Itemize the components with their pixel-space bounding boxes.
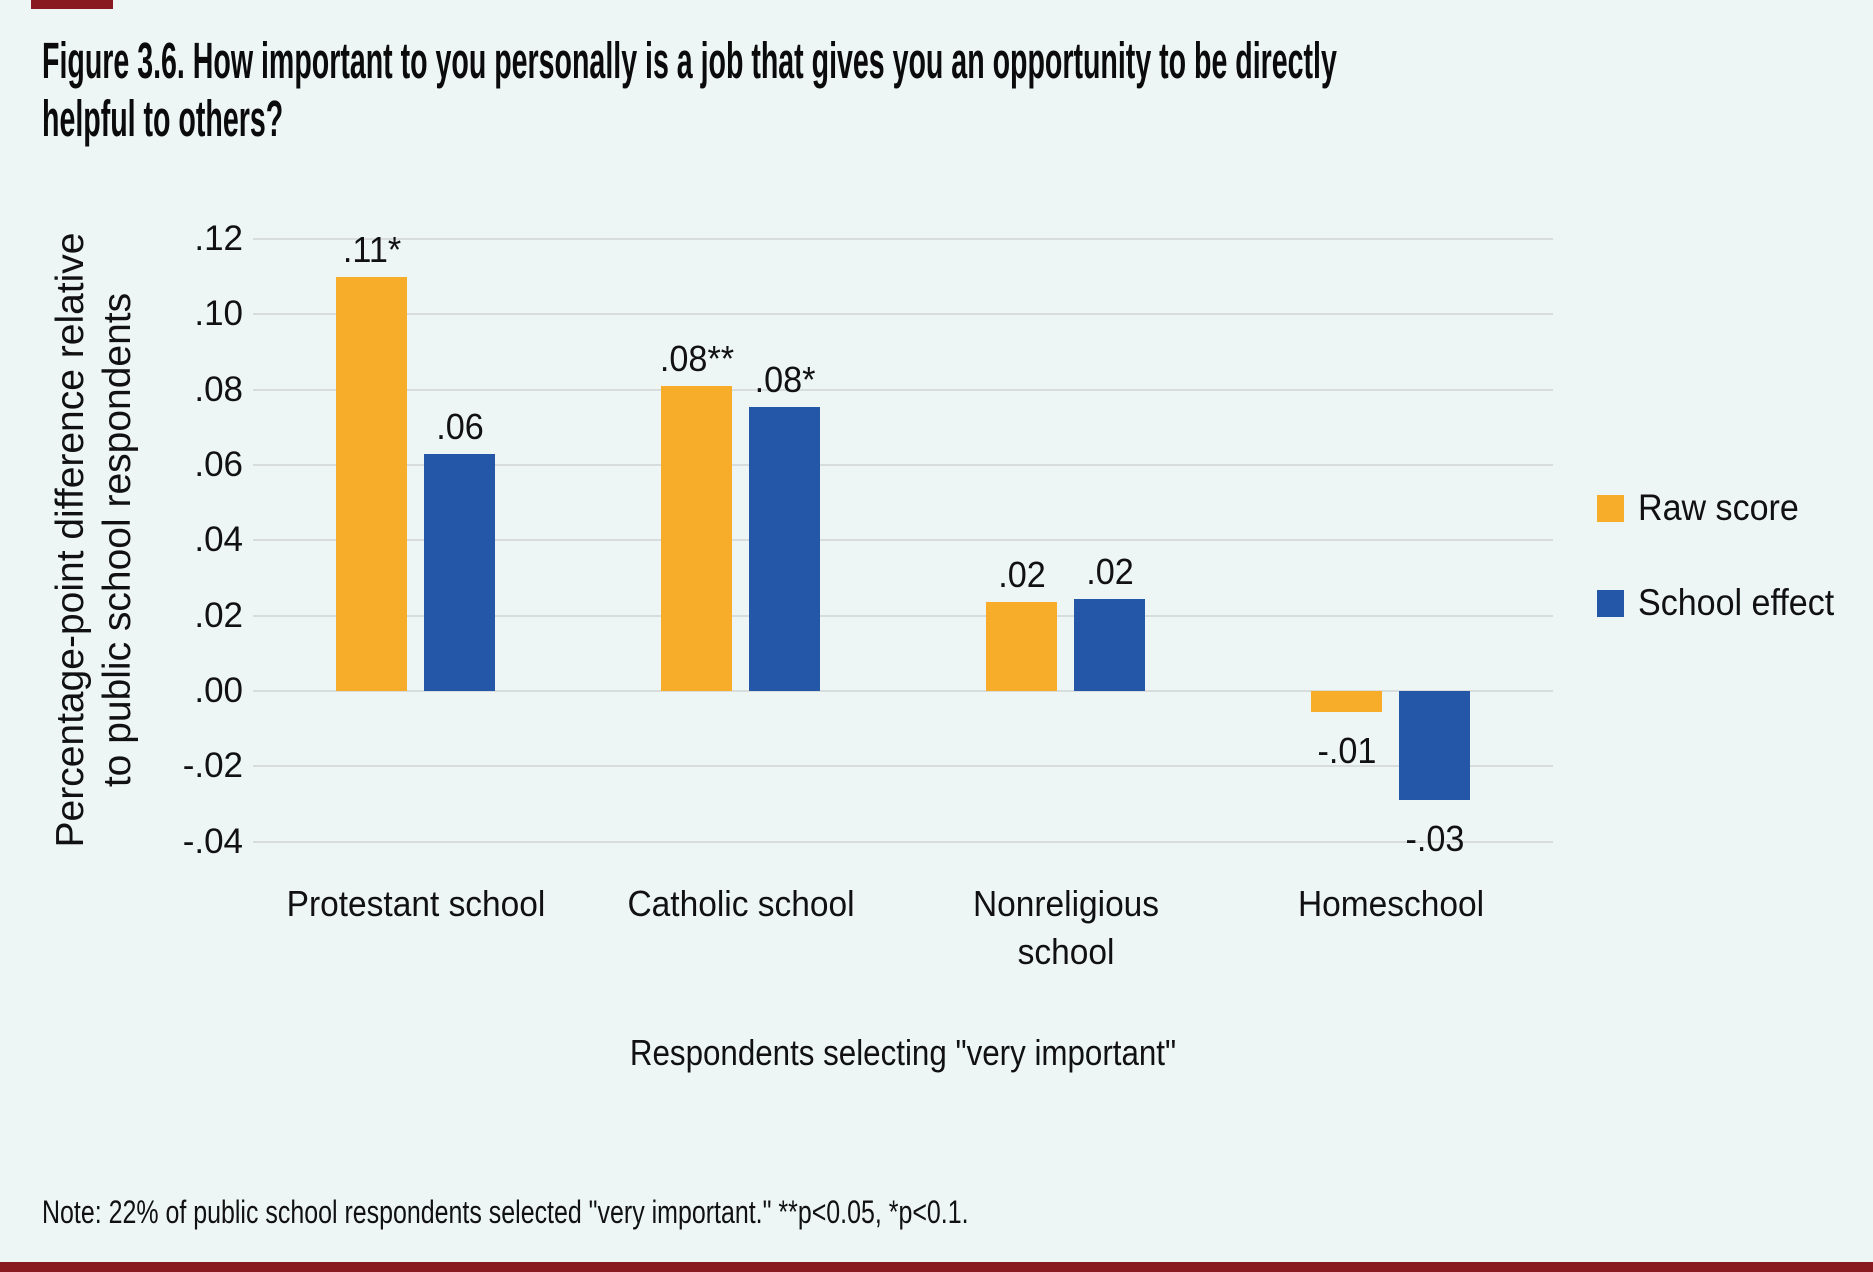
bar-raw-score [336,276,407,691]
gridline [253,539,1553,542]
bar-value-label: .08* [754,358,815,400]
x-category-label: Protestant school [257,880,573,928]
figure-title-line: helpful to others? [42,90,284,147]
gridline [253,840,1553,843]
gridline [253,464,1553,467]
legend-label: School effect [1638,582,1835,623]
x-category-label-line: Catholic school [626,883,855,924]
y-tick-label: -.04 [182,821,243,861]
bar-raw-score [986,602,1057,691]
gridline [253,313,1553,316]
bar-value-label: .11* [342,228,401,270]
figure-title-line: Figure 3.6. How important to you persona… [42,32,1337,89]
bar-school-effect [1399,691,1470,801]
gridline [253,238,1553,241]
x-category-label-line: Homeschool [1297,883,1484,924]
bar-value-label: .08** [659,337,734,379]
gridline [253,765,1553,768]
x-category-label-line: Protestant school [286,883,545,924]
gridline [253,614,1553,617]
bar-school-effect [749,406,820,691]
x-category-label: Catholic school [582,880,898,928]
bar-value-label: .06 [435,405,484,447]
y-tick-label: .00 [194,671,243,710]
gridline [253,388,1553,391]
school-effect-swatch-icon [1597,589,1624,617]
x-category-label: Nonreligious school [907,880,1223,976]
x-category-label-line: Nonreligious [972,883,1159,924]
x-category-label-line: school [1017,931,1114,972]
y-tick-label: .08 [194,369,243,409]
y-tick-label: .12 [194,219,243,259]
y-tick-label: .02 [194,595,243,635]
y-tick-label: .10 [194,294,243,334]
gridline [253,690,1553,692]
top-accent-bar [31,0,113,9]
bar-school-effect [424,453,495,691]
legend-item-school-effect: School effect [1597,582,1851,623]
raw-score-swatch-icon [1597,494,1624,522]
bar-value-label: -.03 [1405,818,1464,860]
bar-school-effect [1074,598,1145,691]
bottom-accent-bar [0,1262,1873,1272]
legend-item-raw-score: Raw score [1597,487,1813,528]
figure-title: Figure 3.6. How important to you persona… [42,32,1337,148]
bar-raw-score [661,385,732,691]
bar-value-label: .02 [997,554,1046,596]
figure-note: Note: 22% of public school respondents s… [42,1194,969,1230]
legend-label: Raw score [1638,487,1799,528]
y-axis-title-line: Percentage-point difference relative [49,232,92,848]
bar-raw-score [1311,691,1382,712]
bar-value-label: .02 [1085,550,1134,592]
y-tick-label: .06 [194,445,243,485]
y-tick-label: -.02 [182,746,243,786]
y-tick-label: .04 [194,520,243,560]
bar-value-label: -.01 [1317,729,1376,771]
x-axis-title: Respondents selecting "very important" [629,1032,1177,1073]
x-category-label: Homeschool [1232,880,1548,928]
